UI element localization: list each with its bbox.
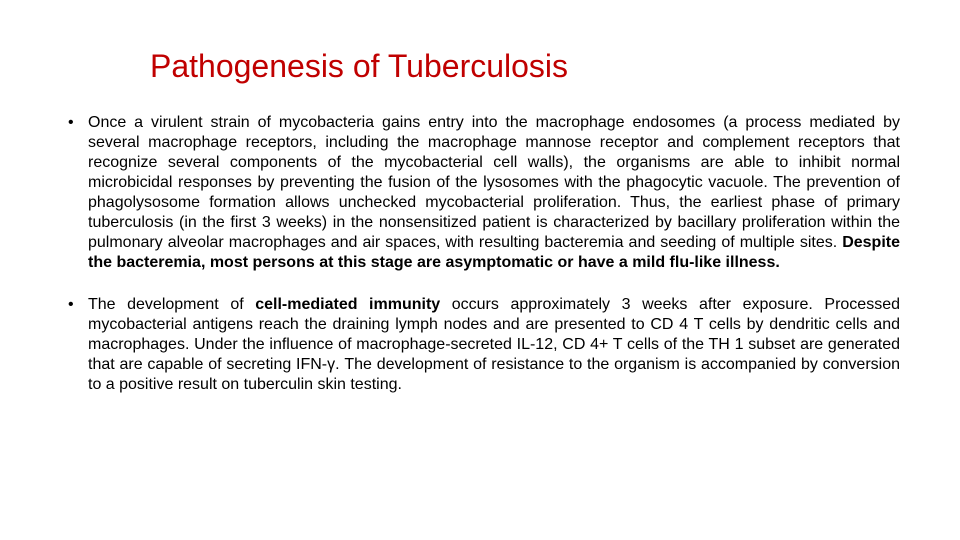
- text-run: cell-mediated immunity: [255, 296, 440, 313]
- slide: Pathogenesis of Tuberculosis Once a viru…: [0, 0, 960, 540]
- text-run: The development of: [88, 296, 255, 313]
- bullet-list: Once a virulent strain of mycobacteria g…: [60, 113, 900, 395]
- bullet-item: Once a virulent strain of mycobacteria g…: [60, 113, 900, 273]
- bullet-item: The development of cell-mediated immunit…: [60, 295, 900, 395]
- slide-title: Pathogenesis of Tuberculosis: [150, 48, 900, 85]
- text-run: Once a virulent strain of mycobacteria g…: [88, 114, 900, 251]
